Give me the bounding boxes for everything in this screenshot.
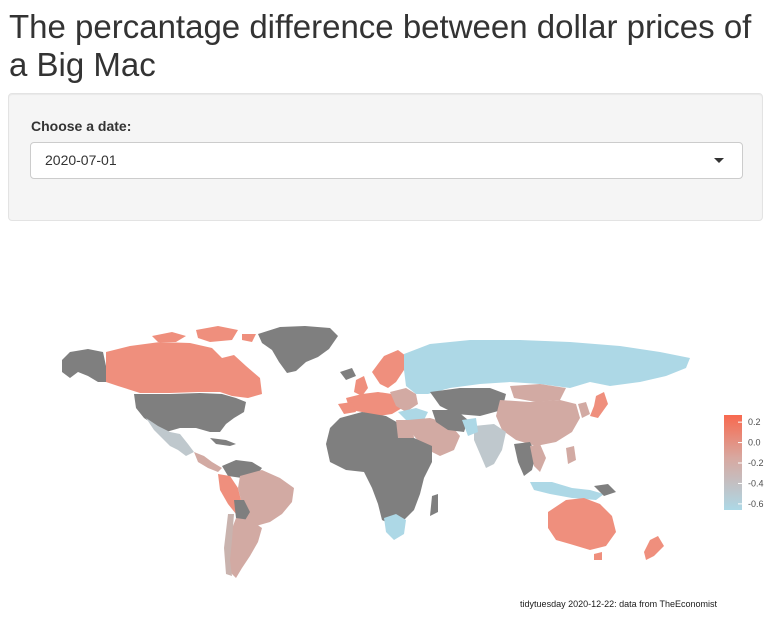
region-new-zealand <box>644 536 664 560</box>
map-europe <box>338 350 428 420</box>
region-korea <box>578 402 590 418</box>
region-egypt <box>396 420 414 438</box>
legend-tick-label: 0.0 <box>748 438 761 448</box>
region-kazakhstan <box>430 388 506 416</box>
region-caribbean <box>210 438 236 446</box>
region-alaska <box>62 349 106 382</box>
legend-tick-label: 0.2 <box>748 417 761 427</box>
region-madagascar <box>430 494 438 516</box>
region-bolivia <box>234 500 250 522</box>
region-uk <box>354 376 368 396</box>
region-tasmania <box>594 552 602 560</box>
world-map-plot: 0.2 0.0 -0.2 -0.4 -0.6 tidytuesday 2020-12-2… <box>62 326 764 609</box>
region-turkey <box>398 408 428 420</box>
map-oceania <box>548 498 664 560</box>
region-southern-cone <box>228 518 262 578</box>
region-greenland <box>258 326 338 373</box>
region-philippines <box>566 446 576 464</box>
region-mexico <box>146 418 194 456</box>
region-southeast-asia <box>514 442 536 476</box>
date-select[interactable]: 2020-07-01 <box>30 142 743 179</box>
legend-tick-label: -0.2 <box>748 458 764 468</box>
region-western-europe <box>346 392 402 416</box>
date-select-value: 2020-07-01 <box>45 152 117 168</box>
sidebar-panel: Choose a date: 2020-07-01 <box>8 93 763 221</box>
region-russia <box>404 340 690 394</box>
region-australia <box>548 498 616 550</box>
region-south-africa <box>384 514 406 540</box>
region-mongolia <box>510 384 566 402</box>
region-africa <box>326 412 432 526</box>
chevron-down-icon[interactable] <box>714 158 724 163</box>
region-brazil <box>238 470 294 526</box>
map-asia <box>404 340 690 500</box>
legend-tick-label: -0.4 <box>748 478 764 488</box>
region-chile <box>224 514 234 576</box>
region-central-america <box>194 452 222 472</box>
region-vietnam-thailand <box>530 444 546 472</box>
region-iberia <box>338 402 356 414</box>
map-africa <box>326 412 438 540</box>
region-usa <box>134 393 246 432</box>
region-new-guinea <box>594 484 616 496</box>
region-pakistan <box>462 418 478 436</box>
region-eastern-europe <box>390 388 418 412</box>
map-north-america <box>62 326 338 472</box>
region-canada <box>106 342 262 398</box>
map-legend: 0.2 0.0 -0.2 -0.4 -0.6 <box>724 415 764 510</box>
map-south-america <box>218 460 294 578</box>
legend-tick-label: -0.6 <box>748 499 764 509</box>
legend-colorbar <box>724 415 742 510</box>
region-arctic-islands <box>152 326 256 342</box>
region-iran <box>432 410 468 432</box>
region-japan <box>590 392 608 418</box>
date-select-label: Choose a date: <box>31 118 132 134</box>
region-indonesia <box>530 482 604 500</box>
page-title: The percantage difference between dollar… <box>9 8 752 83</box>
region-iceland <box>340 368 356 380</box>
region-scandinavia <box>372 350 406 388</box>
region-china <box>496 400 580 446</box>
region-india <box>474 424 506 468</box>
map-caption: tidytuesday 2020-12-22: data from TheEco… <box>520 599 717 609</box>
